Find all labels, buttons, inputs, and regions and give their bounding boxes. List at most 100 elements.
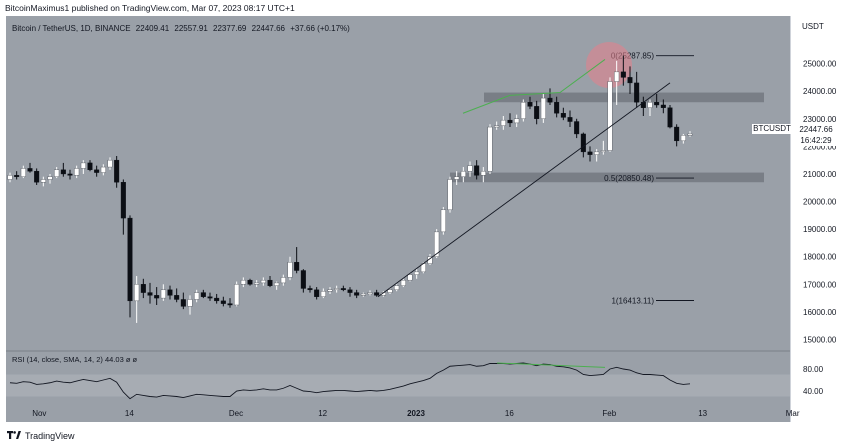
price-axis[interactable] (790, 16, 845, 422)
candle-body (607, 81, 613, 151)
time-tick-label: Feb (602, 409, 616, 418)
rsi-title: RSI (14, close, SMA, 14, 2) (12, 355, 103, 364)
candle-body (680, 135, 686, 142)
current-price: 22447.66 (799, 125, 833, 134)
support-zone (450, 172, 764, 183)
chart-panel[interactable] (6, 16, 844, 422)
candle-body (580, 133, 586, 153)
tradingview-logo-icon (7, 431, 21, 441)
candle-body (440, 209, 446, 233)
candle-body (507, 119, 513, 124)
candle-body (194, 292, 200, 300)
candle-body (200, 292, 206, 297)
candle-body (154, 295, 160, 299)
countdown: 16:42:29 (800, 136, 832, 145)
time-tick-label: Dec (229, 409, 243, 418)
legend-open: 22409.41 (135, 24, 170, 33)
candle-body (60, 169, 66, 175)
candle-body (534, 106, 540, 119)
candle-body (107, 159, 113, 168)
candle-body (127, 217, 133, 302)
time-tick-label: 14 (125, 409, 134, 418)
candle-body (134, 284, 140, 302)
time-tick-label: 16 (505, 409, 514, 418)
candle-body (314, 289, 320, 297)
candle-body (294, 262, 300, 271)
candle-body (320, 291, 326, 297)
candle-body (214, 297, 220, 302)
price-tick-label: 17000.00 (803, 280, 837, 289)
chart-legend: Bitcoin / TetherUS, 1D, BINANCE 22409.41… (12, 24, 350, 33)
candle-body (287, 262, 293, 278)
candle-body (547, 97, 553, 103)
rsi-legend: RSI (14, close, SMA, 14, 2) 44.03 ø ø (12, 355, 137, 364)
price-divergence-line (462, 59, 606, 114)
candle-body (454, 176, 460, 180)
candle-body (587, 151, 593, 155)
peak-highlight-circle (586, 41, 632, 88)
price-tick-label: 23000.00 (803, 115, 837, 124)
candle-body (354, 292, 360, 296)
candle-body (554, 102, 560, 114)
candle-body (374, 292, 380, 296)
candle-body (520, 102, 526, 119)
candle-body (560, 113, 566, 118)
candle-body (674, 126, 680, 142)
candle-body (254, 282, 260, 285)
time-tick-label: 2023 (407, 409, 425, 418)
fib-level-label: 0(25287.85) (611, 52, 654, 61)
candle-body (394, 285, 400, 291)
price-tick-label: 24000.00 (803, 87, 837, 96)
rsi-tick-label: 40.00 (803, 387, 824, 396)
candle-body (340, 288, 346, 291)
time-tick-label: Nov (32, 409, 46, 418)
legend-symbol: Bitcoin / TetherUS, 1D, BINANCE (12, 24, 131, 33)
candle-body (160, 289, 166, 299)
candle-body (594, 151, 600, 155)
candle-body (647, 102, 653, 108)
candle-body (347, 289, 353, 293)
candle-body (474, 165, 480, 176)
candle-body (34, 170, 40, 183)
legend-close: 22447.66 (251, 24, 285, 33)
candle-body (540, 97, 546, 119)
candle-body (514, 118, 520, 124)
candle-body (640, 102, 646, 108)
ticker-tag: BTCUSDT (752, 124, 792, 134)
candle-body (567, 117, 573, 122)
candle-body (180, 299, 186, 307)
candle-body (7, 175, 13, 180)
candle-body (487, 126, 493, 172)
candle-body (140, 284, 146, 293)
candle-body (414, 271, 420, 275)
candle-body (494, 125, 500, 128)
candle-body (54, 169, 60, 177)
candle-body (47, 176, 53, 180)
candle-body (94, 169, 100, 173)
candle-body (207, 296, 213, 299)
candle-body (654, 102, 660, 106)
price-tick-label: 21000.00 (803, 170, 837, 179)
candle-body (167, 289, 173, 296)
rsi-line (9, 362, 691, 400)
candle-body (274, 282, 280, 286)
candle-body (260, 279, 266, 284)
candle-body (234, 284, 240, 306)
rsi-tick-label: 80.00 (803, 365, 824, 374)
candle-body (114, 159, 120, 183)
candle-body (334, 288, 340, 291)
price-tick-label: 25000.00 (803, 60, 837, 69)
candle-body (360, 293, 366, 296)
candle-body (574, 121, 580, 135)
candle-body (174, 295, 180, 300)
candle-body (527, 102, 533, 107)
fib-level-label: 1(16413.11) (611, 296, 654, 305)
footer[interactable]: TradingView (7, 431, 75, 441)
candle-body (687, 133, 693, 136)
candle-body (400, 279, 406, 286)
candle-body (447, 179, 453, 211)
candle-body (434, 231, 440, 257)
candle-body (467, 165, 473, 172)
candle-body (387, 289, 393, 293)
